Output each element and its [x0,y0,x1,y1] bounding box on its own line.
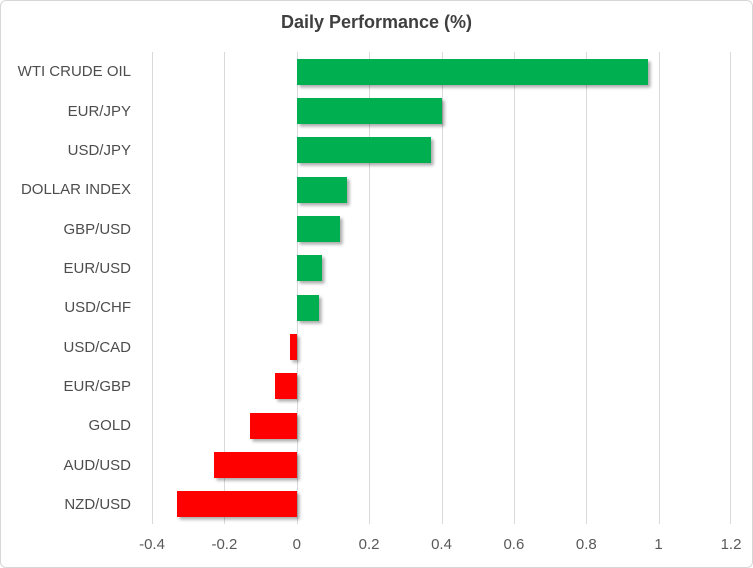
category-label-nzd-usd: NZD/USD [64,495,131,513]
x-tick-label-1: 1 [654,536,663,553]
gridline-0.8 [586,52,587,524]
category-label-eur-jpy: EUR/JPY [67,102,131,120]
plot-area [152,52,731,524]
bar-gold [249,412,297,439]
bar-nzd-usd [177,491,297,518]
bar-eur-gbp [275,373,297,400]
gridline-1 [659,52,660,524]
category-label-gbp-usd: GBP/USD [63,220,131,238]
bar-eur-jpy [296,98,442,124]
category-label-usd-chf: USD/CHF [64,299,131,317]
gridline--0.2 [224,52,225,524]
x-tick-label-0.4: 0.4 [431,536,452,553]
bar-usd-jpy [296,137,431,164]
category-label-dollar-index: DOLLAR INDEX [20,181,131,199]
category-label-usd-cad: USD/CAD [63,338,131,356]
gridline-1.2 [730,52,731,524]
gridline-0.6 [514,52,515,524]
x-tick-label-0.6: 0.6 [503,536,525,553]
category-label-eur-usd: EUR/USD [63,259,131,277]
category-label-usd-jpy: USD/JPY [67,141,131,159]
gridline-0 [297,52,298,524]
category-label-gold: GOLD [88,417,131,435]
bar-gbp-usd [296,216,341,242]
bar-wti-crude-oil [296,58,648,85]
x-tick-label-0.2: 0.2 [358,536,380,553]
x-tick-label--0.4: -0.4 [139,536,165,553]
bar-dollar-index [296,176,348,203]
bar-aud-usd [213,452,297,478]
x-tick-label--0.2: -0.2 [211,536,238,553]
x-tick-label-1.2: 1.2 [720,536,742,553]
bar-eur-usd [296,255,323,282]
x-tick-label-0.8: 0.8 [575,536,597,553]
category-label-wti-crude-oil: WTI CRUDE OIL [17,63,131,81]
chart-title: Daily Performance (%) [280,12,473,32]
bar-usd-cad [289,334,297,360]
gridline-0.2 [369,52,370,524]
x-tick-label-0: 0 [292,536,301,553]
gridline-0.4 [442,52,443,524]
gridline--0.4 [152,52,153,524]
category-label-eur-gbp: EUR/GBP [63,377,131,395]
bar-usd-chf [296,294,319,321]
category-label-aud-usd: AUD/USD [63,456,131,474]
